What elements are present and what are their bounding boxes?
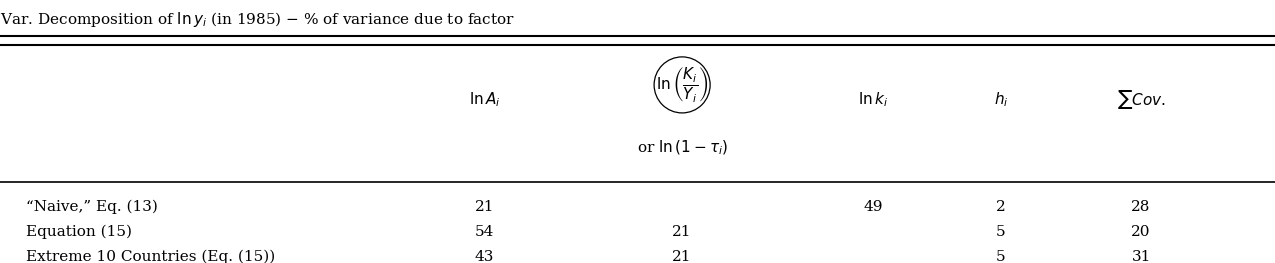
Text: Extreme 10 Countries (Eq. (15)): Extreme 10 Countries (Eq. (15)) <box>26 250 274 263</box>
Text: 54: 54 <box>474 225 495 239</box>
Text: $h_i$: $h_i$ <box>993 90 1009 109</box>
Text: 21: 21 <box>474 200 495 214</box>
Text: 28: 28 <box>1131 200 1151 214</box>
Text: $\sum Cov.$: $\sum Cov.$ <box>1117 88 1165 112</box>
Text: 21: 21 <box>672 250 692 263</box>
Text: or $\ln\left(1 - \tau_i\right)$: or $\ln\left(1 - \tau_i\right)$ <box>636 138 728 156</box>
Text: 31: 31 <box>1131 250 1151 263</box>
Text: 2: 2 <box>996 200 1006 214</box>
Text: 21: 21 <box>672 225 692 239</box>
Text: 49: 49 <box>863 200 884 214</box>
Text: $\ln \left(\dfrac{K_i}{Y_i}\right)$: $\ln \left(\dfrac{K_i}{Y_i}\right)$ <box>655 65 709 104</box>
Text: “Naive,” Eq. (13): “Naive,” Eq. (13) <box>26 200 157 214</box>
Text: $\ln k_i$: $\ln k_i$ <box>858 90 889 109</box>
Text: $\ln A_i$: $\ln A_i$ <box>469 90 500 109</box>
Text: 5: 5 <box>996 250 1006 263</box>
Text: 20: 20 <box>1131 225 1151 239</box>
Text: Var. Decomposition of $\ln y_i$ (in 1985) $-$ % of variance due to factor: Var. Decomposition of $\ln y_i$ (in 1985… <box>0 10 515 29</box>
Text: 5: 5 <box>996 225 1006 239</box>
Text: 43: 43 <box>474 250 495 263</box>
Text: Equation (15): Equation (15) <box>26 225 131 239</box>
